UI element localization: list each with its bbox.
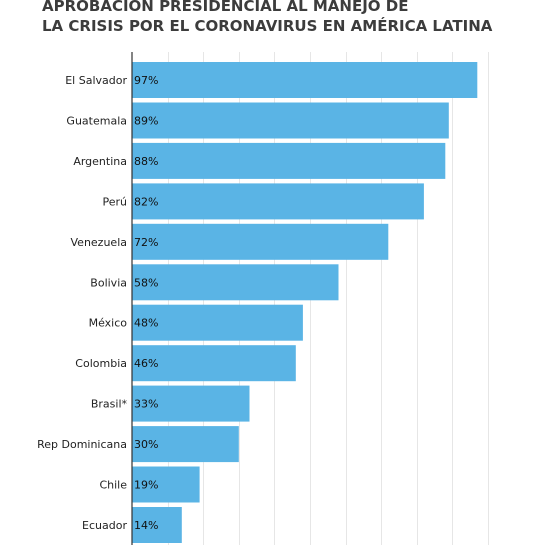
bar: [132, 385, 250, 422]
bar: [132, 223, 389, 260]
value-label: 19%: [134, 479, 158, 492]
category-label: Guatemala: [66, 115, 127, 128]
value-label: 58%: [134, 276, 158, 289]
bar: [132, 102, 449, 139]
value-label: 14%: [134, 519, 158, 532]
bar: [132, 304, 303, 341]
chart-title: APROBACIÓN PRESIDENCIAL AL MANEJO DE LA …: [42, 0, 492, 36]
bar: [132, 507, 182, 543]
bar: [132, 426, 239, 463]
bars: [132, 62, 478, 543]
value-label: 46%: [134, 357, 158, 370]
value-label: 48%: [134, 317, 158, 330]
value-label: 33%: [134, 398, 158, 411]
category-label: El Salvador: [65, 74, 127, 87]
category-labels: El Salvador Guatemala Argentina Perú Venezue…: [37, 74, 127, 532]
category-label: Colombia: [75, 357, 127, 370]
value-label: 88%: [134, 155, 158, 168]
bar: [132, 466, 200, 503]
value-label: 30%: [134, 438, 158, 451]
category-label: Argentina: [73, 155, 127, 168]
bar: [132, 345, 296, 382]
chart-title-line-2: LA CRISIS POR EL CORONAVIRUS EN AMÉRICA …: [42, 17, 493, 35]
bar: [132, 142, 446, 179]
value-label: 97%: [134, 74, 158, 87]
bar: [132, 62, 478, 98]
bar: [132, 183, 424, 220]
value-label: 89%: [134, 115, 158, 128]
category-label: Perú: [102, 195, 127, 208]
category-label: Bolivia: [90, 276, 127, 289]
category-label: Chile: [99, 479, 127, 492]
category-label: México: [89, 317, 128, 330]
value-label: 72%: [134, 236, 158, 249]
category-label: Ecuador: [82, 519, 127, 532]
category-label: Brasil*: [91, 398, 128, 411]
chart-title-line-1: APROBACIÓN PRESIDENCIAL AL MANEJO DE: [42, 0, 409, 15]
category-label: Venezuela: [71, 236, 128, 249]
value-label: 82%: [134, 195, 158, 208]
value-labels: 97% 89% 88% 82% 72% 58% 48% 46% 33% 30% 19% 14%: [134, 74, 158, 532]
bar: [132, 264, 339, 301]
category-label: Rep Dominicana: [37, 438, 127, 451]
